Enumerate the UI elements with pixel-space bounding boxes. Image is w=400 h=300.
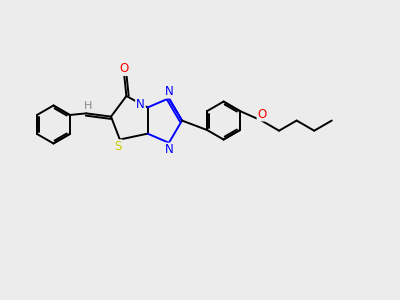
Text: O: O [258, 107, 267, 121]
Text: S: S [114, 140, 122, 153]
Text: H: H [84, 101, 92, 111]
Text: N: N [165, 85, 174, 98]
Text: N: N [165, 143, 174, 157]
Text: O: O [120, 62, 129, 75]
Text: N: N [136, 98, 145, 111]
